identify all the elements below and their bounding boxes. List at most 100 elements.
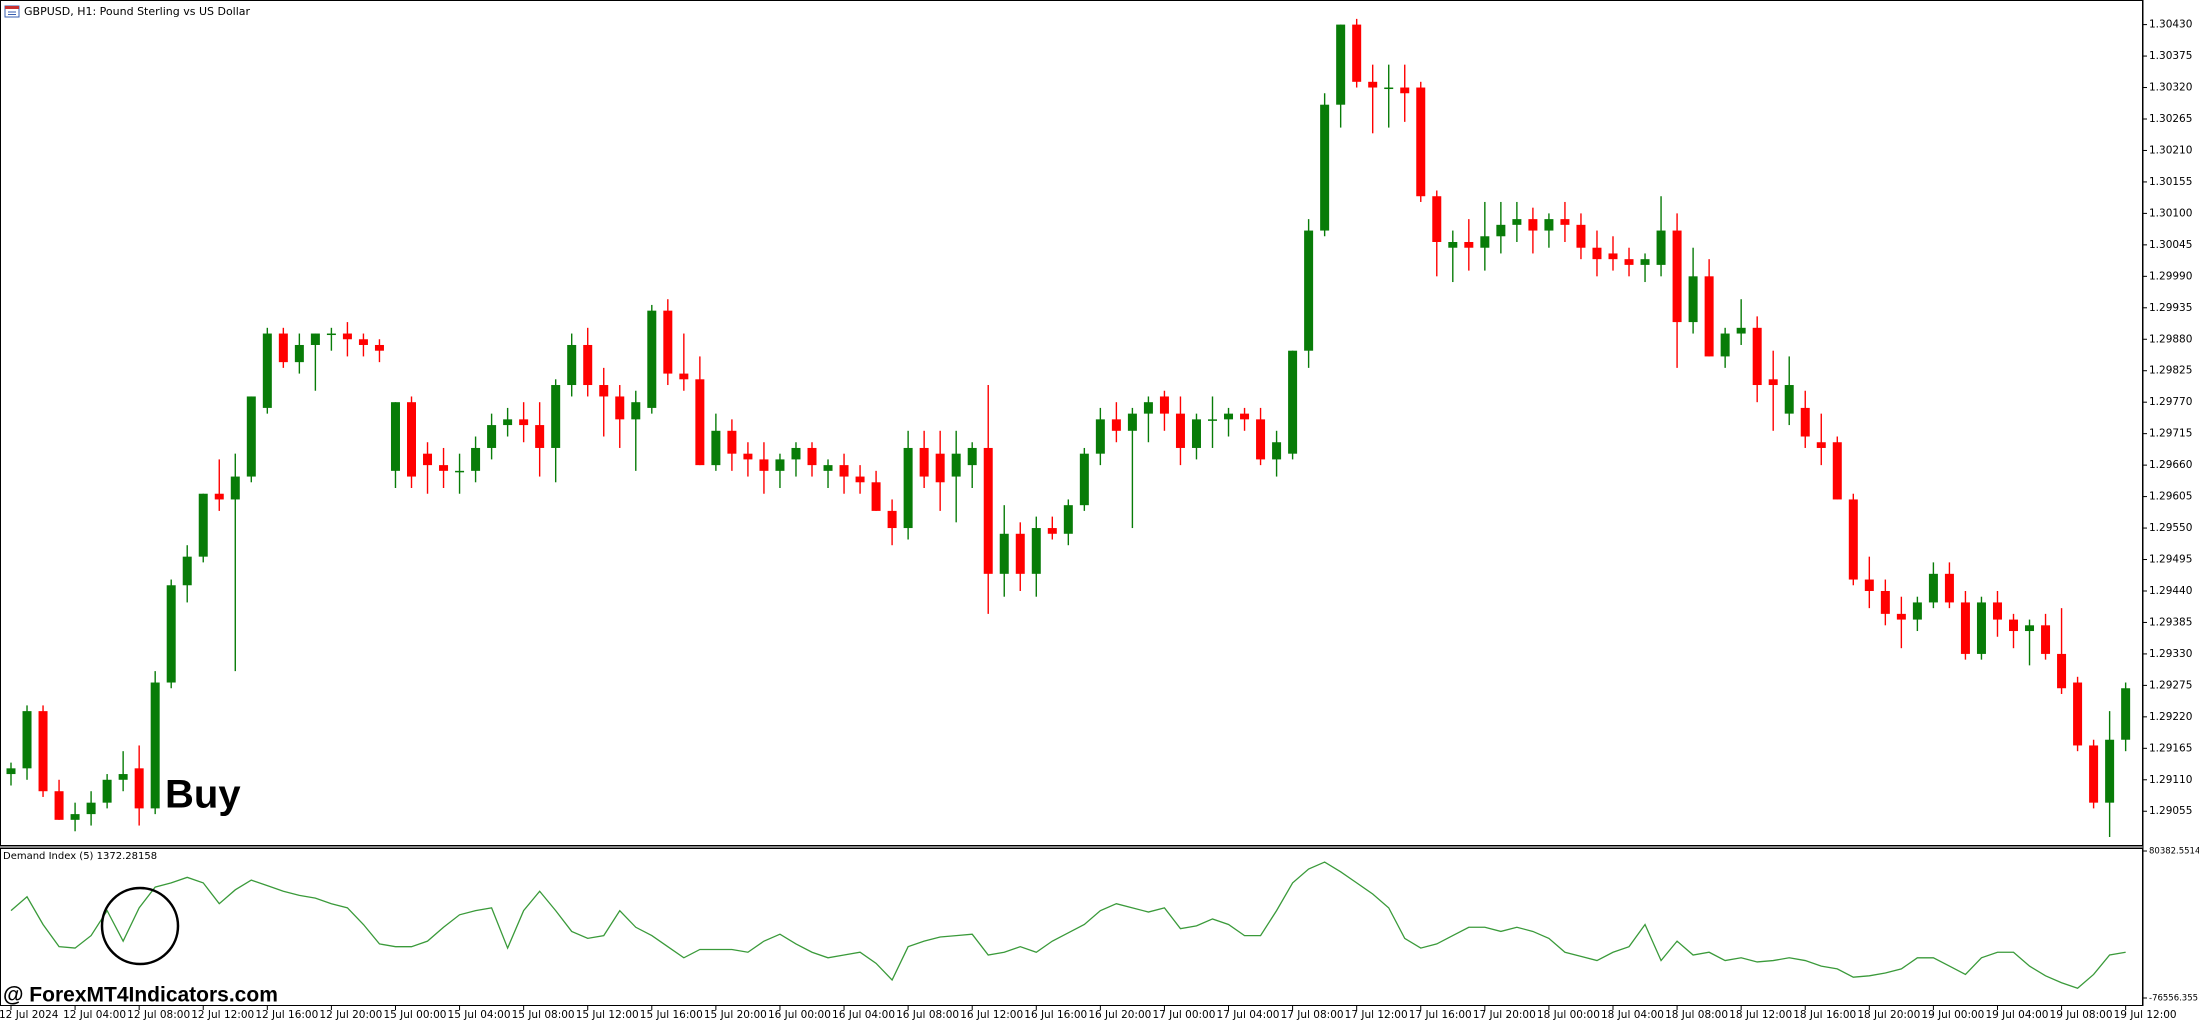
candle-body [455,470,465,473]
candle-body [54,791,64,820]
candle-body [6,768,16,775]
candle-body [310,333,320,345]
candle-body [1576,224,1586,248]
y-tick-label: 1.29220 [2149,711,2192,723]
candle-body [246,396,256,477]
candle-body [1528,219,1538,231]
y-tick-label: 1.29770 [2149,396,2192,408]
candle-body [278,333,288,363]
candle-body [1448,242,1458,248]
candle-body [567,344,577,386]
candle-body [1111,419,1121,431]
candle-body [1736,327,1746,334]
x-tick-label: 12 Jul 12:00 [191,1009,254,1021]
y-tick-label: 1.30375 [2149,50,2192,62]
candle-body [2105,739,2115,803]
candle-body [519,419,529,426]
x-tick-label: 17 Jul 16:00 [1409,1009,1472,1021]
x-tick-label: 15 Jul 08:00 [512,1009,575,1021]
candle-body [1432,196,1442,243]
x-tick-label: 17 Jul 12:00 [1345,1009,1408,1021]
candle-body [1047,528,1057,534]
candle-body [1288,350,1298,454]
candle-body [1688,276,1698,323]
candle-body [583,344,593,386]
candle-body [1960,602,1970,654]
x-tick-label: 15 Jul 16:00 [640,1009,703,1021]
x-tick-label: 17 Jul 20:00 [1473,1009,1536,1021]
candle-body [887,510,897,529]
x-tick-label: 15 Jul 20:00 [704,1009,767,1021]
y-tick-label: -76556.3551 [2149,994,2199,1004]
candle-body [358,339,368,345]
candle-body [471,447,481,471]
candle-body [407,402,416,477]
x-tick-label: 17 Jul 04:00 [1217,1009,1280,1021]
candle-body [182,556,192,586]
candle-body [679,373,689,380]
y-tick-label: 1.30265 [2149,113,2192,125]
candle-body [983,447,993,574]
candle-body [1159,396,1169,414]
candle-body [535,425,545,448]
candle-body [118,774,128,780]
candle-body [1640,259,1650,265]
symbol-icon [4,5,20,18]
candle-body [1720,333,1730,357]
candle-body [230,476,240,500]
y-tick-label: 1.29935 [2149,302,2192,314]
x-tick-label: 18 Jul 20:00 [1857,1009,1920,1021]
candle-body [1143,402,1153,414]
indicator-line [10,861,2126,990]
x-tick-label: 19 Jul 12:00 [2114,1009,2177,1021]
candle-body [150,682,160,809]
candle-body [2041,625,2051,654]
x-tick-label: 16 Jul 16:00 [1024,1009,1087,1021]
x-tick-label: 17 Jul 08:00 [1281,1009,1344,1021]
candle-body [262,333,272,408]
x-tick-label: 18 Jul 04:00 [1601,1009,1664,1021]
candle-body [711,430,721,466]
y-tick-label: 1.30430 [2149,19,2192,31]
x-tick-label: 16 Jul 00:00 [768,1009,831,1021]
candle-body [599,385,609,397]
y-tick-label: 1.29880 [2149,333,2192,345]
candle-body [1768,379,1778,386]
candle-body [1800,407,1810,437]
candle-body [1592,247,1602,260]
candle-body [663,310,673,374]
x-tick-label: 19 Jul 08:00 [2050,1009,2113,1021]
candle-body [1175,413,1185,448]
x-tick-label: 12 Jul 04:00 [63,1009,126,1021]
candle-body [1608,253,1618,260]
signal-circle [100,886,180,966]
x-tick-label: 19 Jul 00:00 [1921,1009,1984,1021]
candle-body [1416,87,1426,197]
candle-body [214,493,224,500]
candle-body [615,396,625,420]
x-tick-label: 12 Jul 2024 [0,1009,59,1021]
candle-body [1015,533,1025,574]
buy-annotation: Buy [165,773,241,817]
candle-body [198,493,208,557]
candle-body [1272,442,1282,460]
candle-body [1976,602,1986,654]
candle-body [631,402,641,420]
candle-body [1784,385,1794,414]
candle-body [871,482,881,511]
x-tick-label: 18 Jul 08:00 [1665,1009,1728,1021]
candle-body [1127,413,1137,431]
candle-body [374,344,384,351]
candle-body [1224,413,1234,420]
candle-body [1400,87,1410,94]
y-tick-label: 1.29715 [2149,428,2192,440]
candle-body [807,447,817,466]
x-tick-label: 15 Jul 12:00 [576,1009,639,1021]
candle-body [2057,653,2067,689]
y-tick-label: 1.29110 [2149,774,2192,786]
y-tick-label: 1.29440 [2149,585,2192,597]
candle-body [1560,219,1570,225]
